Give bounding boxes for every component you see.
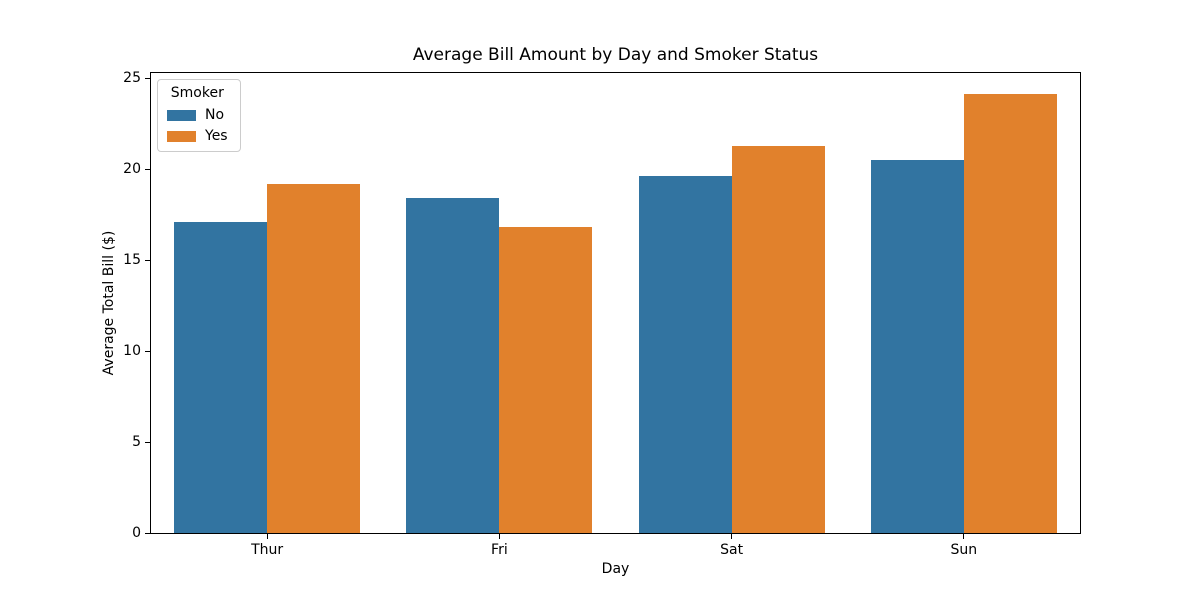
y-tick-mark <box>145 77 150 79</box>
y-tick-mark <box>145 441 150 443</box>
legend-color-patch <box>167 109 196 121</box>
legend-entry-label: No <box>205 107 225 123</box>
bar-thur-no <box>174 221 268 533</box>
x-tick-label: Thur <box>251 542 284 558</box>
legend: Smoker No Yes <box>157 79 241 152</box>
legend-entries: No Yes <box>167 107 228 144</box>
legend-title: Smoker <box>170 85 224 101</box>
legend-entry-label: Yes <box>205 128 228 144</box>
bar-fri-yes <box>499 227 593 533</box>
legend-color-patch <box>167 130 196 142</box>
y-tick-mark <box>145 532 150 534</box>
x-tick-label: Fri <box>491 542 508 558</box>
x-tick-mark <box>731 534 733 539</box>
bar-sun-yes <box>963 94 1057 533</box>
x-tick-mark <box>963 534 965 539</box>
x-tick-label: Sun <box>950 542 978 558</box>
y-tick-label: 25 <box>123 70 141 87</box>
y-tick-label: 20 <box>123 161 141 178</box>
chart-title: Average Bill Amount by Day and Smoker St… <box>412 45 819 65</box>
x-tick-mark <box>498 534 500 539</box>
y-tick-mark <box>145 259 150 261</box>
bars-layer <box>151 73 1080 533</box>
legend-entry: Yes <box>167 128 228 144</box>
y-tick-mark <box>145 168 150 170</box>
plot-area: Smoker No Yes <box>150 72 1081 534</box>
bar-sun-no <box>870 160 964 533</box>
x-tick-label: Sat <box>720 542 744 558</box>
y-tick-label: 0 <box>132 525 141 541</box>
bar-thur-yes <box>267 184 361 533</box>
x-tick-mark <box>266 534 268 539</box>
y-tick-label: 10 <box>123 343 141 360</box>
y-tick-label: 5 <box>132 434 141 451</box>
y-tick-mark <box>145 350 150 352</box>
x-axis-label: Day <box>601 561 630 577</box>
bar-sat-no <box>638 175 732 533</box>
y-tick-label: 15 <box>123 252 141 269</box>
bar-fri-no <box>406 198 500 533</box>
bar-sat-yes <box>731 146 825 533</box>
legend-entry: No <box>167 107 228 123</box>
